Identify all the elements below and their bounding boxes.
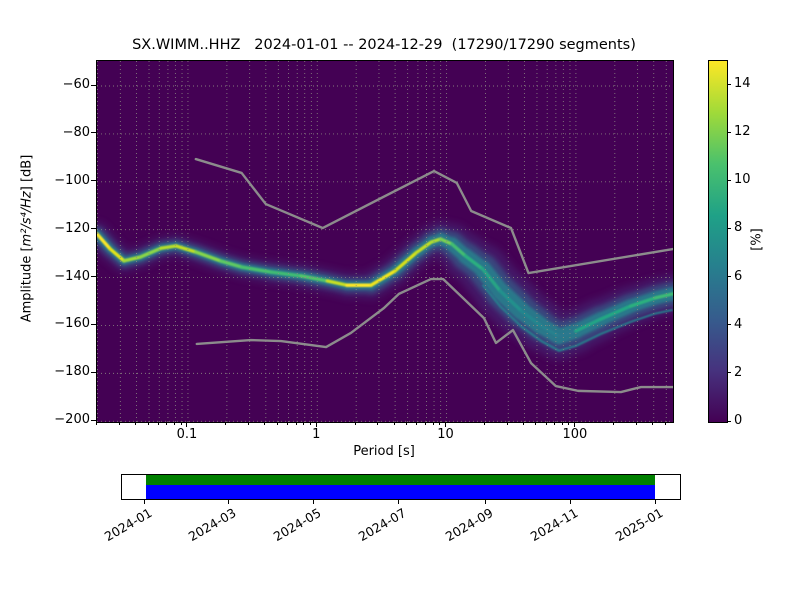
x-axis-tick-label: 0.1 <box>176 427 198 442</box>
x-axis-minor-tick <box>157 422 159 425</box>
colorbar-tick-label: 10 <box>734 172 751 188</box>
x-axis-minor-tick <box>264 422 266 425</box>
x-axis-minor-tick <box>287 422 289 425</box>
x-axis-tick <box>315 422 317 427</box>
colorbar-tick-label: 6 <box>734 268 743 284</box>
y-axis-tick-label: −200 <box>54 412 90 428</box>
y-axis-tick-label: −80 <box>62 124 90 140</box>
timeline-tick <box>655 499 657 504</box>
x-axis-tick-label: 10 <box>437 427 454 442</box>
x-axis-minor-tick <box>248 422 250 425</box>
y-axis-tick-label: −120 <box>54 220 90 236</box>
y-axis-tick-label: −160 <box>54 316 90 332</box>
x-axis-minor-tick <box>664 422 666 425</box>
x-axis-minor-tick <box>522 422 524 425</box>
y-axis-tick-label: −60 <box>62 77 90 92</box>
x-axis-minor-tick <box>545 422 547 425</box>
y-axis-tick <box>91 323 96 325</box>
x-axis-minor-tick <box>506 422 508 425</box>
timeline-tick <box>313 499 315 504</box>
y-axis-tick <box>91 228 96 230</box>
x-axis-tick-label: 100 <box>562 427 588 442</box>
y-axis-tick <box>91 180 96 182</box>
timeline-tick <box>398 499 400 504</box>
colorbar-label: [%] <box>749 228 765 251</box>
x-axis-minor-tick <box>166 422 168 425</box>
colorbar-tick <box>727 420 731 422</box>
y-axis-tick <box>91 132 96 134</box>
x-axis-minor-tick <box>303 422 305 425</box>
x-axis-tick <box>574 422 576 427</box>
timeline-coverage-bar-green <box>145 475 656 485</box>
timeline-tick <box>485 499 487 504</box>
colorbar-tick <box>727 276 731 278</box>
x-axis-minor-tick <box>439 422 441 425</box>
x-axis-minor-tick <box>425 422 427 425</box>
x-axis-minor-tick <box>484 422 485 425</box>
x-axis-minor-tick <box>652 422 654 425</box>
y-axis-tick <box>91 276 96 278</box>
x-axis-minor-tick <box>393 422 395 425</box>
chart-title: SX.WIMM..HHZ 2024-01-01 -- 2024-12-29 (1… <box>132 37 636 53</box>
y-axis-tick-label: −100 <box>54 172 90 188</box>
x-axis-minor-tick <box>561 422 563 425</box>
colorbar-tick-label: 8 <box>734 220 743 236</box>
y-axis-tick-label: −180 <box>54 364 90 380</box>
colorbar-tick-label: 2 <box>734 364 743 380</box>
x-axis-minor-tick <box>309 422 311 425</box>
x-axis-minor-tick <box>354 422 356 425</box>
x-axis-tick-label: 1 <box>312 427 321 442</box>
x-axis-minor-tick <box>134 422 136 425</box>
x-axis-minor-tick <box>377 422 379 425</box>
x-axis-minor-tick <box>225 422 227 425</box>
colorbar-tick <box>727 179 731 181</box>
x-axis-minor-tick <box>118 422 120 425</box>
x-axis-minor-tick <box>535 422 537 425</box>
x-axis-minor-tick <box>147 422 149 425</box>
x-axis-label: Period [s] <box>353 444 415 459</box>
x-axis-tick <box>445 422 447 427</box>
colorbar-tick-label: 0 <box>734 413 743 428</box>
x-axis-minor-tick <box>180 422 182 425</box>
colorbar-tick <box>727 83 731 85</box>
timeline-tick <box>228 499 230 504</box>
colorbar-tick-label: 14 <box>734 76 751 92</box>
x-axis-minor-tick <box>96 422 98 425</box>
y-axis-tick <box>91 419 96 421</box>
x-axis-minor-tick <box>636 422 638 425</box>
colorbar-tick <box>727 131 731 133</box>
y-axis-tick <box>91 84 96 86</box>
x-axis-minor-tick <box>406 422 408 425</box>
timeline-tick <box>144 499 146 504</box>
x-axis-minor-tick <box>613 422 615 425</box>
colorbar-tick <box>727 372 731 374</box>
x-axis-minor-tick <box>173 422 175 425</box>
x-axis-minor-tick <box>276 422 278 425</box>
x-axis-minor-tick <box>295 422 297 425</box>
x-axis-minor-tick <box>554 422 556 425</box>
y-axis-label-math: m²/s⁴/Hz <box>19 191 35 247</box>
y-axis-tick <box>91 371 96 373</box>
x-axis-minor-tick <box>416 422 418 425</box>
timeline-box <box>121 474 681 500</box>
x-axis-minor-tick <box>568 422 570 425</box>
colorbar <box>708 60 728 423</box>
x-axis-tick <box>186 422 188 427</box>
colorbar-tick-label: 12 <box>734 124 751 140</box>
x-axis-minor-tick <box>432 422 434 425</box>
colorbar-tick <box>727 324 731 326</box>
timeline-coverage-bar-blue <box>145 484 656 499</box>
colorbar-tick <box>727 227 731 229</box>
y-axis-tick-label: −140 <box>54 268 90 284</box>
colorbar-tick-label: 4 <box>734 316 743 332</box>
timeline-tick <box>570 499 572 504</box>
plot-area <box>96 60 674 423</box>
